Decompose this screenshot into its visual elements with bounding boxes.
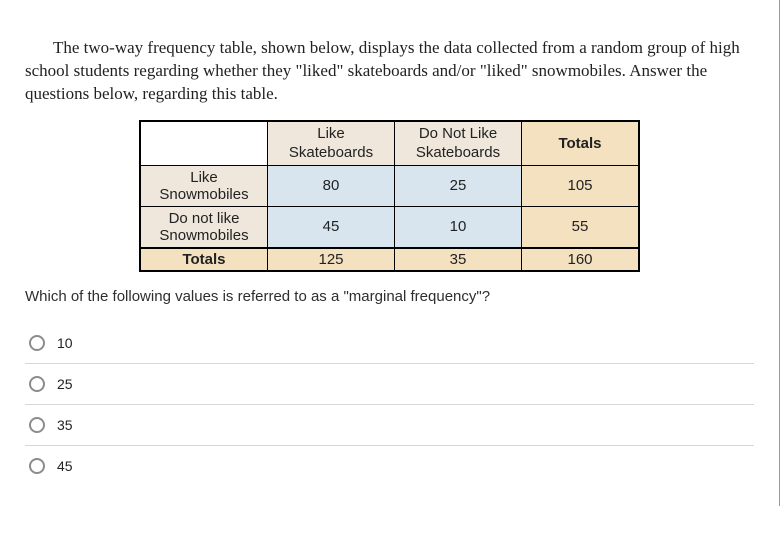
radio-icon [29,417,45,433]
option-label: 35 [57,417,73,433]
option-label: 45 [57,458,73,474]
intro-text: The two-way frequency table, shown below… [25,37,754,106]
cell-r1-c1: 10 [395,206,522,248]
option-2[interactable]: 35 [25,405,754,446]
cell-r1-c0: 45 [268,206,395,248]
radio-icon [29,335,45,351]
table-corner [140,121,268,166]
option-0[interactable]: 10 [25,323,754,364]
grand-total: 160 [522,248,640,271]
option-3[interactable]: 45 [25,446,754,486]
cell-r0-c0: 80 [268,165,395,206]
col-header-totals: Totals [522,121,640,166]
frequency-table: LikeSkateboards Do Not LikeSkateboards T… [139,120,640,272]
radio-icon [29,376,45,392]
option-label: 10 [57,335,73,351]
row-header-donotlike-snowmobiles: Do not likeSnowmobiles [140,206,268,248]
row-header-like-snowmobiles: LikeSnowmobiles [140,165,268,206]
row-total-1: 55 [522,206,640,248]
col-total-1: 35 [395,248,522,271]
radio-icon [29,458,45,474]
row-header-totals: Totals [140,248,268,271]
col-header-donotlike-skateboards: Do Not LikeSkateboards [395,121,522,166]
option-label: 25 [57,376,73,392]
options-group: 10 25 35 45 [25,323,754,486]
cell-r0-c1: 25 [395,165,522,206]
row-total-0: 105 [522,165,640,206]
col-header-like-skateboards: LikeSkateboards [268,121,395,166]
col-total-0: 125 [268,248,395,271]
option-1[interactable]: 25 [25,364,754,405]
question-text: Which of the following values is referre… [25,288,754,305]
